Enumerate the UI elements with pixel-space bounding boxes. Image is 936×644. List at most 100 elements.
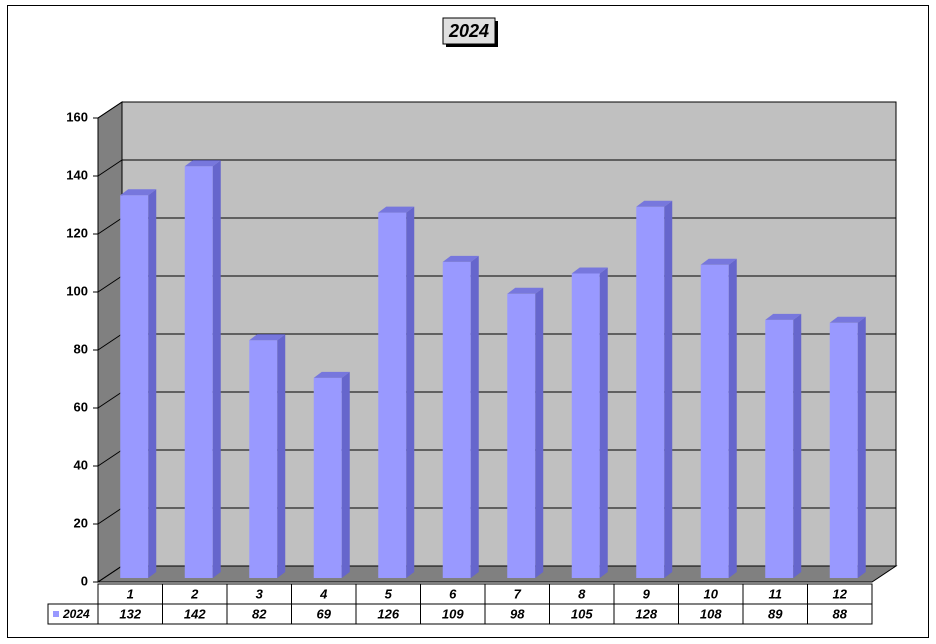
bar	[829, 316, 866, 578]
bar-side	[857, 316, 866, 578]
bar-top	[765, 313, 802, 320]
bar-front	[765, 319, 794, 578]
x-tick-label: 9	[643, 586, 651, 601]
bar-side	[793, 313, 802, 578]
y-tick-label: 20	[74, 515, 88, 530]
y-tick-label: 0	[81, 573, 88, 588]
y-tick-label: 100	[66, 283, 88, 298]
y-tick-label: 80	[74, 341, 88, 356]
bar-front	[636, 206, 665, 579]
bar	[571, 267, 608, 578]
bar-top	[829, 316, 866, 323]
bar	[120, 189, 157, 578]
y-tick-label: 140	[66, 167, 88, 182]
grid-line	[97, 275, 896, 293]
table-value: 126	[377, 606, 399, 621]
grid-line-side	[97, 391, 123, 409]
x-tick-label: 8	[578, 586, 586, 601]
bar-front	[507, 293, 536, 578]
chart-title: 2024	[448, 21, 489, 41]
table-value: 132	[119, 606, 141, 621]
bar-top	[442, 255, 479, 262]
table-value: 89	[768, 606, 783, 621]
x-tick-label: 5	[385, 586, 393, 601]
table-row	[47, 603, 873, 625]
table-value: 108	[700, 606, 722, 621]
x-tick-label: 3	[256, 586, 264, 601]
bar-top	[313, 371, 350, 378]
bar	[313, 371, 350, 578]
title-box	[442, 17, 496, 45]
bar-front	[313, 377, 342, 578]
bar-side	[212, 160, 221, 578]
x-tick-label: 10	[704, 586, 719, 601]
grid-line-side	[97, 507, 123, 525]
bar	[700, 258, 737, 578]
bar-top	[571, 267, 608, 274]
table-value: 98	[510, 606, 525, 621]
bar-front	[571, 273, 600, 578]
table-value: 82	[252, 606, 267, 621]
bar-front	[249, 340, 278, 578]
bar	[442, 255, 479, 578]
y-tick-label: 60	[74, 399, 88, 414]
bar-front	[829, 322, 858, 578]
bar	[378, 206, 415, 578]
table-value: 142	[184, 606, 206, 621]
bar-top	[700, 258, 737, 265]
grid-line-side	[97, 565, 123, 583]
bar-side	[148, 189, 157, 578]
x-tick-label: 4	[319, 586, 328, 601]
x-tick-label: 2	[190, 586, 199, 601]
bar-top	[378, 206, 415, 213]
grid-line	[97, 217, 896, 235]
table-value: 128	[635, 606, 657, 621]
bar-side	[664, 200, 673, 579]
bar	[507, 287, 544, 578]
grid-line-side	[97, 449, 123, 467]
y-tick-label: 120	[66, 225, 88, 240]
grid-line	[97, 159, 896, 177]
x-tick-label: 1	[127, 586, 134, 601]
bar-front	[442, 261, 471, 578]
legend-label: 2024	[62, 607, 90, 621]
grid-line-side	[97, 275, 123, 293]
bar	[184, 160, 221, 578]
bar-top	[636, 200, 673, 207]
bar-top	[507, 287, 544, 294]
bar-side	[277, 334, 286, 578]
bar-top	[249, 334, 286, 341]
x-tick-label: 6	[449, 586, 457, 601]
grid-line-side	[97, 159, 123, 177]
bar-top	[120, 189, 157, 196]
bar-side	[470, 255, 479, 578]
bar-front	[700, 264, 729, 578]
bar	[249, 334, 286, 578]
x-tick-label: 11	[769, 586, 783, 601]
bar-front	[120, 195, 149, 578]
x-tick-label: 7	[514, 586, 522, 601]
grid-line-side	[97, 101, 123, 119]
bar-front	[378, 212, 407, 578]
table-value: 69	[317, 606, 332, 621]
table-value: 88	[833, 606, 848, 621]
bar-side	[599, 267, 608, 578]
bar	[765, 313, 802, 578]
bar-side	[406, 206, 415, 578]
bar	[636, 200, 673, 579]
table-value: 109	[442, 606, 464, 621]
bar-side	[341, 371, 350, 578]
grid-line-side	[97, 333, 123, 351]
bar-side	[728, 258, 737, 578]
grid-line	[97, 101, 896, 119]
x-tick-label: 12	[833, 586, 848, 601]
bar-top	[184, 160, 221, 167]
y-tick-label: 40	[74, 457, 88, 472]
bar-front	[184, 166, 213, 578]
grid-line-side	[97, 217, 123, 235]
bar-side	[535, 287, 544, 578]
table-value: 105	[571, 606, 593, 621]
y-tick-label: 160	[66, 109, 88, 124]
legend-key	[53, 611, 59, 617]
